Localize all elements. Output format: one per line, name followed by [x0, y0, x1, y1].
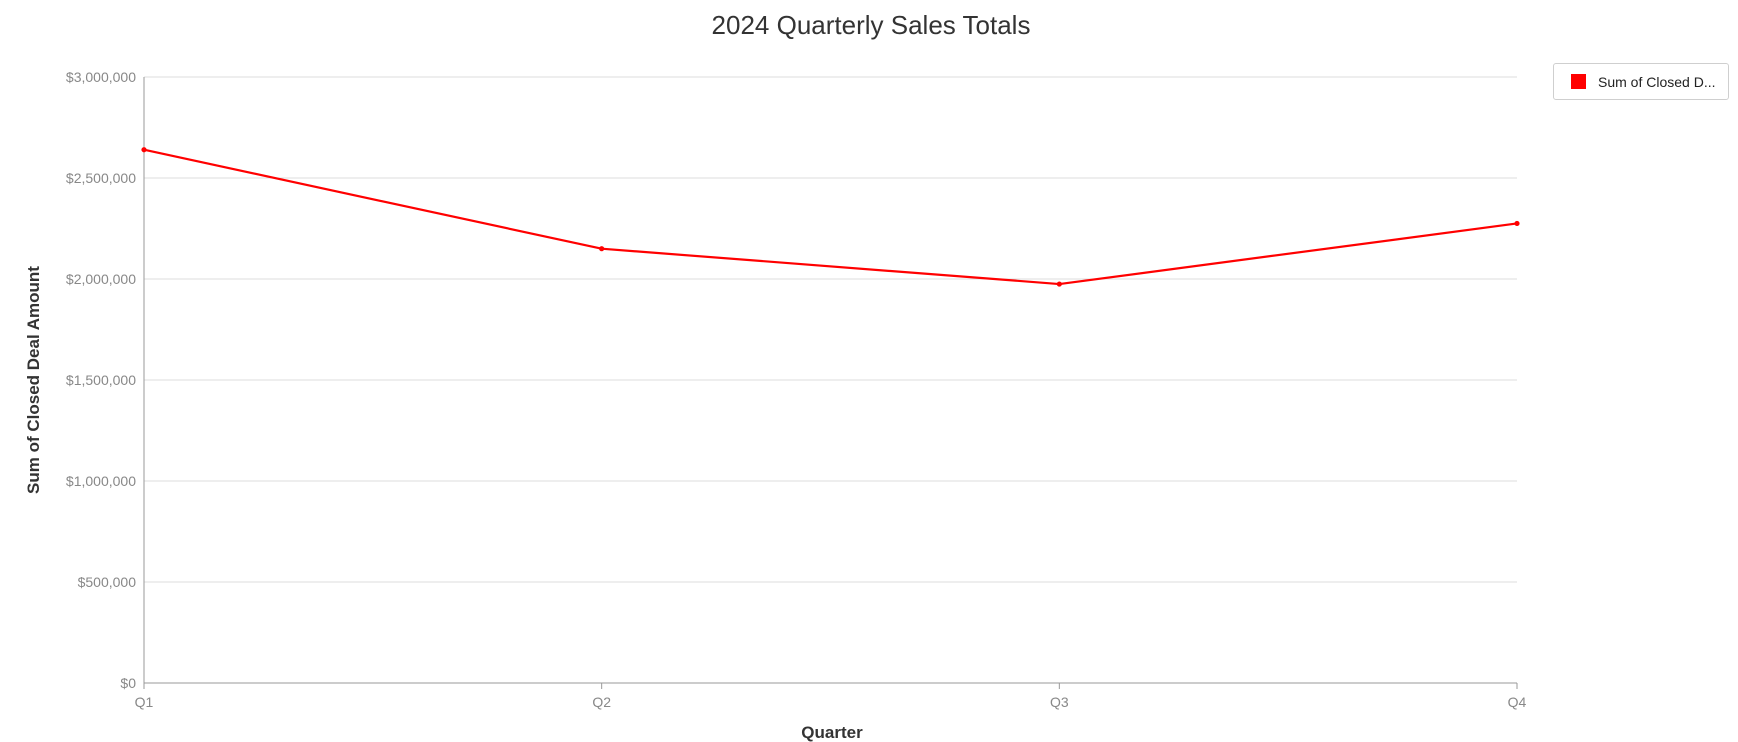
y-tick-label: $3,000,000 [66, 69, 136, 85]
y-tick-label: $500,000 [78, 574, 137, 590]
y-tick-label: $2,500,000 [66, 170, 136, 186]
data-point [141, 147, 147, 153]
y-axis-title: Sum of Closed Deal Amount [24, 266, 43, 494]
y-tick-label: $1,000,000 [66, 473, 136, 489]
legend-label: Sum of Closed D... [1598, 73, 1716, 90]
x-axis-title: Quarter [801, 723, 863, 742]
y-tick-label: $1,500,000 [66, 372, 136, 388]
x-tick-label: Q4 [1508, 694, 1527, 710]
x-tick-label: Q1 [135, 694, 154, 710]
y-tick-label: $2,000,000 [66, 271, 136, 287]
x-tick-label: Q2 [592, 694, 611, 710]
legend-swatch [1571, 74, 1586, 89]
y-tick-label: $0 [120, 675, 136, 691]
data-point [1514, 220, 1520, 227]
data-point [1056, 281, 1062, 287]
chart-title: 2024 Quarterly Sales Totals [711, 10, 1031, 40]
series-line [143, 148, 1518, 286]
legend[interactable]: Sum of Closed D... [1553, 63, 1729, 100]
data-point [599, 246, 605, 252]
x-tick-label: Q3 [1050, 694, 1069, 710]
